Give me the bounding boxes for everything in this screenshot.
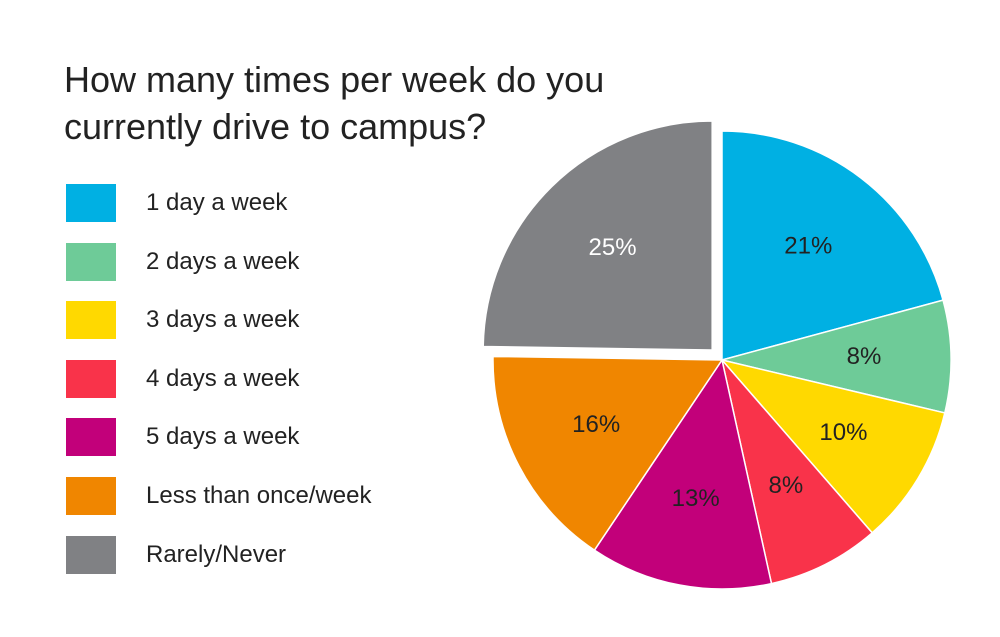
slice-value-label: 16% <box>572 411 620 438</box>
legend-swatch <box>66 536 116 574</box>
legend-label: 5 days a week <box>146 423 300 450</box>
legend-item-2-days: 2 days a week <box>66 243 466 281</box>
chart-title: How many times per week do you currently… <box>64 59 605 147</box>
slice-value-label: 25% <box>589 234 637 261</box>
legend-item-1-day: 1 day a week <box>66 184 466 222</box>
legend-item-4-days: 4 days a week <box>66 360 466 398</box>
legend-label: 1 day a week <box>146 189 288 216</box>
legend-swatch <box>66 418 116 456</box>
legend-item-5-days: 5 days a week <box>66 418 466 456</box>
pie-slice-3-days-a-week <box>719 358 946 534</box>
pie-slice-2-days-a-week <box>721 299 952 414</box>
slice-value-label: 13% <box>672 485 720 512</box>
legend-swatch <box>66 184 116 222</box>
legend-item-3-days: 3 days a week <box>66 301 466 339</box>
slice-value-label: 10% <box>819 419 867 446</box>
slice-value-label: 21% <box>784 233 832 260</box>
legend-label: 2 days a week <box>146 248 300 275</box>
legend-label: 4 days a week <box>146 365 300 392</box>
pie-slice-1-day-a-week <box>721 130 944 361</box>
legend-swatch <box>66 360 116 398</box>
legend-label: 3 days a week <box>146 306 300 333</box>
legend-swatch <box>66 477 116 515</box>
pie-slice-less-than-once-week <box>492 355 724 552</box>
slice-value-label: 8% <box>847 343 882 370</box>
legend-label: Less than once/week <box>146 482 372 509</box>
slice-value-label: 8% <box>769 472 804 499</box>
legend-swatch <box>66 243 116 281</box>
legend-label: Rarely/Never <box>146 541 287 568</box>
legend-item-less-than-once: Less than once/week <box>66 477 466 515</box>
legend-item-rarely-never: Rarely/Never <box>66 536 466 574</box>
pie-slice-rarely-never <box>482 120 713 351</box>
legend-swatch <box>66 301 116 339</box>
pie-slice-5-days-a-week <box>593 358 773 590</box>
